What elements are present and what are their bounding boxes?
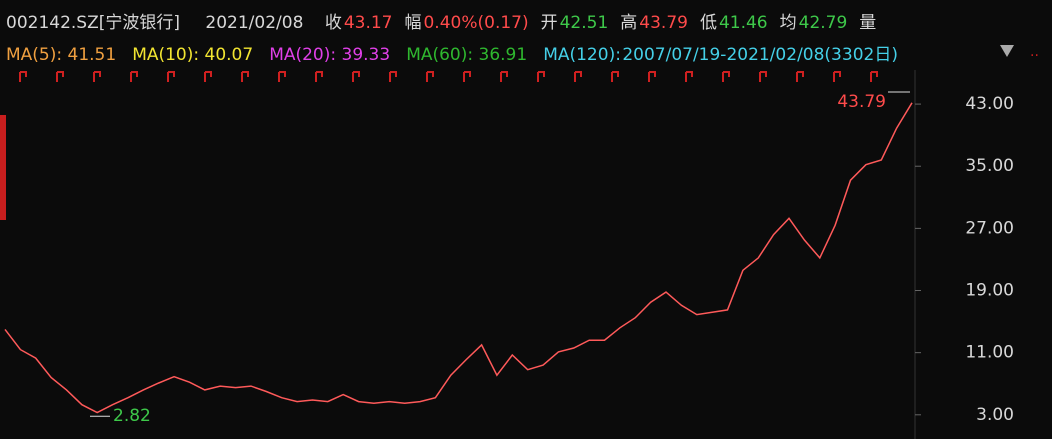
ma-row: MA(5): 41.51 MA(10): 40.07 MA(20): 39.33 MA… [6, 40, 904, 65]
signal-flag [389, 71, 397, 82]
signal-flag [93, 71, 101, 82]
signal-flag [463, 71, 471, 82]
y-tick-label: 11.00 [965, 343, 1014, 363]
y-tick-label: 35.00 [965, 156, 1014, 176]
field-value: 43.79 [639, 13, 688, 33]
stock-code: 002142.SZ[宁波银行] [6, 13, 181, 33]
field-label: 幅 [404, 13, 422, 33]
ma-label: MA(60): [406, 45, 479, 65]
signal-flag [870, 71, 878, 82]
dropdown-icon[interactable] [1000, 45, 1014, 57]
signal-flag [19, 71, 27, 82]
ma-value: 39.33 [341, 45, 391, 65]
signal-flag [278, 71, 286, 82]
field-label: 开 [540, 13, 558, 33]
signal-flag [722, 71, 730, 82]
signal-flag [130, 71, 138, 82]
signal-flag [500, 71, 508, 82]
ma-value: 40.07 [204, 45, 254, 65]
signal-flag [759, 71, 767, 82]
high-label: 43.79 [837, 92, 886, 112]
y-tick-label: 3.00 [976, 405, 1014, 425]
date: 2021/02/08 [205, 13, 304, 33]
field-label: 收 [324, 13, 342, 33]
ma-label: MA(20): [269, 45, 342, 65]
y-tick-label: 19.00 [965, 281, 1014, 301]
signal-flag [796, 71, 804, 82]
field-value: 42.51 [559, 13, 609, 33]
signal-flag [204, 71, 212, 82]
signal-flag [352, 71, 360, 82]
more-icon[interactable]: .. [1030, 44, 1039, 60]
field-value: 41.46 [718, 13, 768, 33]
field-label: 高 [620, 13, 638, 33]
ma-label: MA(10): [132, 45, 205, 65]
ma-label: MA(120): [543, 45, 627, 65]
signal-flag [426, 71, 434, 82]
side-bar [0, 115, 6, 220]
signal-flag [574, 71, 582, 82]
volume-label: 量 [859, 13, 877, 33]
price-line [4, 102, 913, 414]
low-label: 2.82 [113, 406, 151, 426]
field-value: 0.40%(0.17) [423, 13, 529, 33]
field-value: 43.17 [343, 13, 393, 33]
signal-flag [833, 71, 841, 82]
header-row: 002142.SZ[宁波银行] 2021/02/08 收 43.17 幅 0.40%(… [6, 8, 882, 33]
signal-flag [537, 71, 545, 82]
ma-value: 36.91 [478, 45, 528, 65]
signal-flag [167, 71, 175, 82]
signal-flag [315, 71, 323, 82]
signal-flag [685, 71, 693, 82]
field-value: 42.79 [798, 13, 848, 33]
ma-value: 41.51 [67, 45, 117, 65]
ma-label: MA(5): [6, 45, 68, 65]
y-tick-label: 43.00 [965, 94, 1014, 114]
field-label: 均 [779, 13, 797, 33]
signal-flag [56, 71, 64, 82]
y-tick-label: 27.00 [965, 218, 1014, 238]
signal-flag [611, 71, 619, 82]
field-label: 低 [699, 13, 717, 33]
signal-flag [648, 71, 656, 82]
signal-flag [241, 71, 249, 82]
date-range: 2007/07/19-2021/02/08(3302日) [622, 45, 898, 65]
